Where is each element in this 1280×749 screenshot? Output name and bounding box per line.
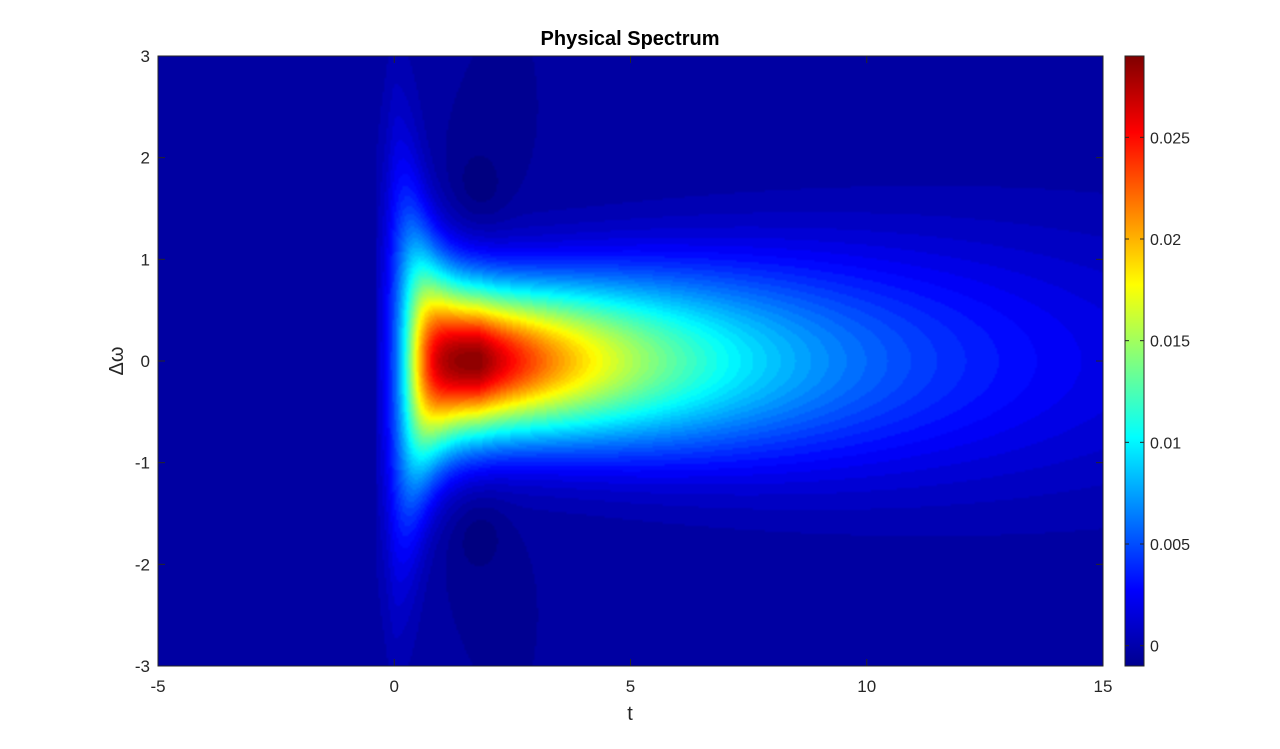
- colorbar-gradient: [1124, 55, 1145, 667]
- x-tick-label: -5: [150, 677, 165, 696]
- x-tick-label: 0: [390, 677, 399, 696]
- y-tick-label: 2: [141, 149, 150, 168]
- x-tick-label: 15: [1094, 677, 1113, 696]
- colorbar-tick-label: 0.005: [1150, 537, 1190, 554]
- y-tick-label: -2: [135, 555, 150, 574]
- heatmap-image: [158, 56, 1103, 666]
- x-axis-ticks: -5 0 5 10 15: [150, 56, 1112, 696]
- x-tick-label: 10: [857, 677, 876, 696]
- y-tick-label: 1: [141, 250, 150, 269]
- y-tick-label: -1: [135, 454, 150, 473]
- colorbar-tick-label: 0.015: [1150, 334, 1190, 351]
- x-axis-label: t: [627, 703, 633, 725]
- x-tick-label: 5: [626, 677, 635, 696]
- y-axis-label: Δω: [106, 347, 128, 376]
- colorbar-tick-label: 0.025: [1150, 130, 1190, 147]
- y-axis-ticks: 3 2 1 0 -1 -2 -3: [135, 47, 1103, 676]
- y-tick-label: -3: [135, 657, 150, 676]
- y-tick-label: 3: [141, 47, 150, 66]
- colorbar: 0 0.005 0.01 0.015 0.02 0.025: [1124, 55, 1190, 667]
- y-tick-label: 0: [141, 352, 150, 371]
- chart-title: Physical Spectrum: [541, 28, 720, 50]
- colorbar-tick-label: 0.01: [1150, 435, 1181, 452]
- colorbar-tick-label: 0.02: [1150, 232, 1181, 249]
- colorbar-ticks: 0 0.005 0.01 0.015 0.02 0.025: [1125, 130, 1190, 656]
- colorbar-tick-label: 0: [1150, 639, 1159, 656]
